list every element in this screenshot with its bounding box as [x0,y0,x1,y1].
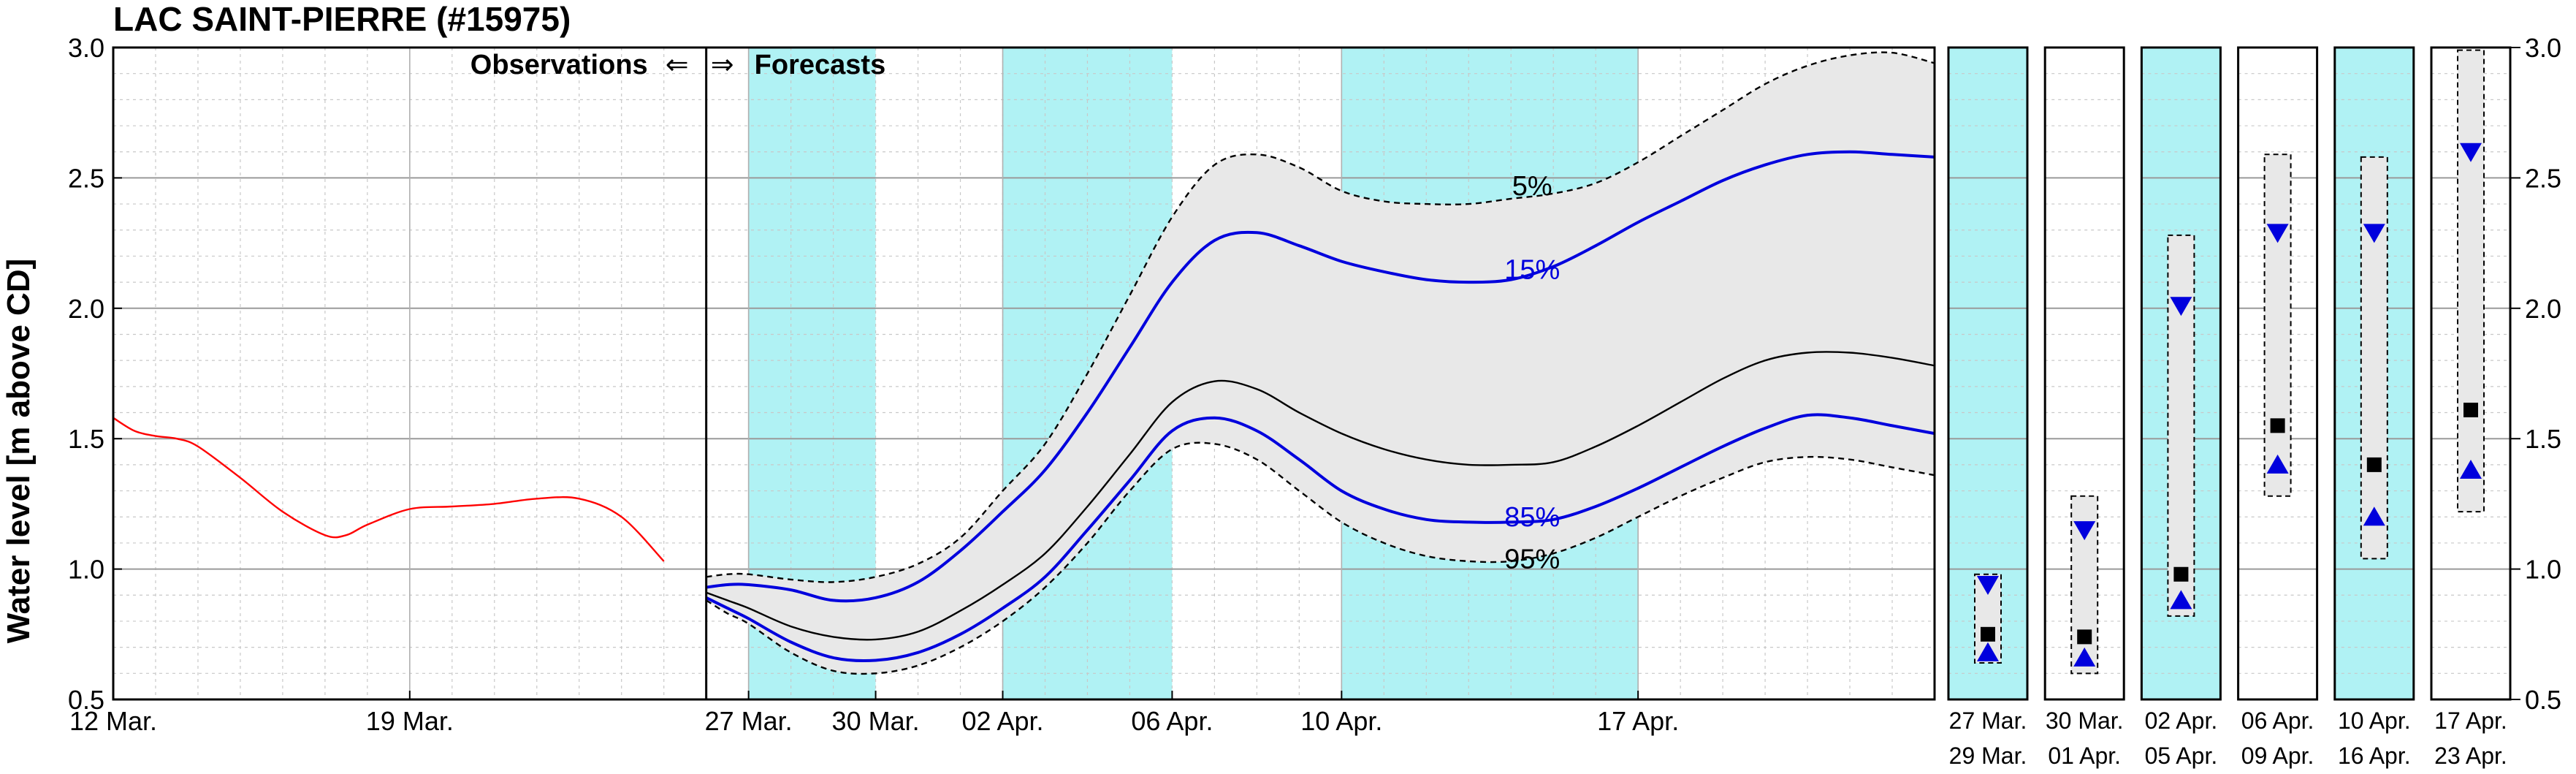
period-p15-marker [2266,224,2289,243]
period-panel-frame [2140,46,2222,701]
right-y-tick-label: 1.0 [2525,555,2561,585]
period-top-label: 10 Apr. [2338,707,2411,734]
period-p85-marker [2363,506,2385,526]
x-tick-label: 17 Apr. [1597,706,1679,736]
period-top-label: 17 Apr. [2434,707,2507,734]
arrow-left-label: ⇐ [666,50,689,80]
right-y-tick-label: 2.0 [2525,294,2561,324]
right-y-axis: 0.5 1.0 1.5 2.0 2.5 3.0 [2510,33,2561,715]
y-axis-label: Water level [m above CD] [1,259,37,644]
period-panel-frame [2333,46,2415,701]
period-p15-marker [2460,143,2482,162]
period-p85-marker [2073,647,2096,667]
period-p85-marker [1977,642,1999,661]
right-y-tick-label: 3.0 [2525,33,2561,63]
percentile-annotation: 15% [1504,254,1560,285]
period-top-label: 27 Mar. [1949,707,2027,734]
period-median-marker [2077,629,2092,645]
x-tick-label: 02 Apr. [961,706,1043,736]
percentile-annotation: 95% [1504,544,1560,574]
period-range-box [2360,156,2388,560]
period-p15-marker [2073,521,2096,541]
uncertainty-band [706,52,1935,674]
x-tick-label: 30 Mar. [832,706,920,736]
period-p85-marker [2170,590,2192,610]
period-median-marker [1981,626,1995,642]
period-bottom-label: 09 Apr. [2241,743,2314,769]
x-tick-label: 12 Mar. [69,706,157,736]
period-panel: 02 Apr. 05 Apr. [2140,46,2222,769]
period-panel-frame [1947,46,2029,701]
period-panel-frame [2237,46,2319,701]
period-median-marker [2366,457,2382,472]
series-line-observed [113,417,665,562]
period-p15-marker [2170,297,2192,316]
x-tick-label: 19 Mar. [366,706,454,736]
period-panel: 30 Mar. 01 Apr. [2043,46,2125,769]
period-bottom-label: 16 Apr. [2338,743,2411,769]
y-tick-label: 2.0 [68,294,104,324]
period-range-box [2263,153,2292,497]
right-y-tick-label: 2.5 [2525,163,2561,193]
period-top-label: 30 Mar. [2046,707,2124,734]
period-bottom-label: 29 Mar. [1949,743,2027,769]
percentile-annotation: 5% [1512,171,1552,202]
period-p15-marker [2363,224,2385,243]
x-tick-label: 27 Mar. [705,706,793,736]
period-p85-marker [2266,454,2289,474]
forecasts-label: Forecasts [755,50,886,80]
percentile-annotation: 85% [1504,502,1560,533]
x-tick-label: 10 Apr. [1300,706,1382,736]
series-line-median [706,351,1935,641]
arrow-right-label: ⇒ [711,50,734,80]
y-tick-label: 0.5 [68,685,104,715]
period-median-marker [2173,566,2189,582]
series-line-15pct [706,150,1935,603]
period-p85-marker [2460,460,2482,479]
period-range-box [2457,49,2485,513]
y-tick-label: 2.5 [68,163,104,193]
series-line-85pct [705,413,1935,663]
period-panel: 10 Apr. 16 Apr. [2333,46,2415,769]
main-plot-area: Observations ⇐ ⇒ Forecasts 5% 15% 85% 95% 0.5 1.0… [68,33,1936,736]
series-line-95pct [706,441,1935,675]
period-bottom-label: 23 Apr. [2434,743,2507,769]
period-panel: 27 Mar. 29 Mar. [1947,46,2029,769]
plot-frame [112,46,1936,701]
period-panel-frame [2430,46,2512,701]
chart-title: LAC SAINT-PIERRE (#15975) [113,0,571,38]
y-tick-label: 1.5 [68,424,104,454]
period-panel-frame [2043,46,2125,701]
observations-label: Observations [470,50,648,80]
period-median-marker [2270,418,2285,433]
period-range-box [2167,234,2195,617]
period-panel: 06 Apr. 09 Apr. [2237,46,2319,769]
period-panel: 17 Apr. 23 Apr. [2430,46,2512,769]
period-panels: 27 Mar. 29 Mar. 30 Mar. 01 Apr. 02 Apr. 05 Ap… [1947,46,2512,769]
period-top-label: 06 Apr. [2241,707,2314,734]
series-line-5pct [706,51,1935,583]
period-bottom-label: 01 Apr. [2048,743,2121,769]
right-y-tick-label: 0.5 [2525,685,2561,715]
x-tick-label: 06 Apr. [1131,706,1213,736]
period-bottom-label: 05 Apr. [2145,743,2218,769]
right-y-tick-label: 1.5 [2525,424,2561,454]
y-tick-label: 1.0 [68,555,104,585]
period-top-label: 02 Apr. [2145,707,2218,734]
period-p15-marker [1977,576,1999,596]
y-tick-label: 3.0 [68,33,104,63]
period-median-marker [2463,402,2478,417]
